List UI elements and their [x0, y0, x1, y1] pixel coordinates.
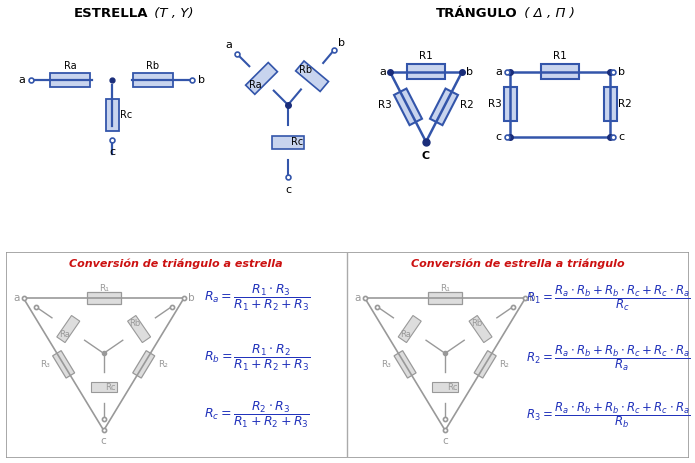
Text: a: a [13, 294, 19, 303]
Text: c: c [442, 436, 448, 446]
Bar [133, 73, 173, 87]
Text: R₂: R₂ [158, 360, 167, 369]
Text: c: c [618, 132, 624, 142]
Text: Rb: Rb [147, 61, 160, 71]
Bar [430, 88, 458, 125]
Text: R₁: R₁ [99, 284, 108, 294]
Text: c: c [101, 436, 106, 446]
Bar [106, 99, 119, 131]
Text: ( Δ , Π ): ( Δ , Π ) [520, 7, 575, 20]
Text: c: c [285, 185, 291, 195]
Bar [474, 350, 496, 378]
Text: C: C [422, 151, 430, 161]
Text: R2: R2 [460, 100, 474, 110]
Bar [295, 61, 329, 92]
Bar [133, 350, 155, 378]
Text: R₁: R₁ [440, 284, 450, 294]
Text: $R_1 = \dfrac{R_a \cdot R_b + R_b \cdot R_c + R_c \cdot R_a}{R_c}$: $R_1 = \dfrac{R_a \cdot R_b + R_b \cdot … [526, 283, 691, 313]
Text: Conversión de triángulo a estrella: Conversión de triángulo a estrella [69, 258, 283, 269]
Text: b: b [529, 294, 536, 303]
Text: (T , Y): (T , Y) [150, 7, 193, 20]
Text: Rb: Rb [299, 65, 312, 75]
Bar [428, 292, 462, 304]
Text: a: a [354, 294, 361, 303]
Text: a: a [18, 75, 25, 85]
Bar [407, 64, 445, 79]
Bar [469, 315, 492, 343]
Bar [50, 73, 90, 87]
Bar [53, 350, 74, 378]
Text: a: a [495, 67, 502, 77]
Text: Rb: Rb [471, 319, 482, 328]
Bar [128, 315, 151, 343]
Text: $R_3 = \dfrac{R_a \cdot R_b + R_b \cdot R_c + R_c \cdot R_a}{R_b}$: $R_3 = \dfrac{R_a \cdot R_b + R_b \cdot … [526, 400, 691, 430]
Text: Ra: Ra [64, 61, 76, 71]
Text: R3: R3 [378, 100, 392, 110]
Bar [432, 382, 458, 393]
Bar [57, 315, 80, 343]
Bar [394, 88, 422, 125]
Bar [394, 350, 416, 378]
Text: TRÁNGULO: TRÁNGULO [436, 7, 518, 20]
Text: c: c [109, 147, 115, 157]
Bar [398, 315, 421, 343]
Text: b: b [338, 38, 345, 48]
Text: Ra: Ra [249, 80, 261, 90]
Text: R₂: R₂ [499, 360, 509, 369]
Text: Conversión de estrella a triángulo: Conversión de estrella a triángulo [411, 258, 625, 269]
Text: $R_a = \dfrac{R_1 \cdot R_3}{R_1 + R_2 + R_3}$: $R_a = \dfrac{R_1 \cdot R_3}{R_1 + R_2 +… [204, 283, 310, 313]
Text: c: c [496, 132, 502, 142]
Text: R₃: R₃ [40, 360, 49, 369]
Text: Rc: Rc [447, 383, 457, 392]
Text: Rc: Rc [106, 383, 116, 392]
Bar [87, 292, 121, 304]
Text: b: b [466, 67, 473, 77]
Bar [503, 88, 516, 121]
Text: ESTRELLA: ESTRELLA [74, 7, 148, 20]
Bar [272, 136, 304, 149]
Bar [541, 64, 579, 79]
Text: $R_c = \dfrac{R_2 \cdot R_3}{R_1 + R_2 + R_3}$: $R_c = \dfrac{R_2 \cdot R_3}{R_1 + R_2 +… [204, 400, 309, 431]
Bar [603, 88, 616, 121]
Text: R1: R1 [553, 51, 567, 61]
Text: Rb: Rb [129, 319, 141, 328]
Text: R₃: R₃ [381, 360, 391, 369]
Text: R3: R3 [489, 100, 502, 109]
Text: b: b [618, 67, 625, 77]
Text: $R_b = \dfrac{R_1 \cdot R_2}{R_1 + R_2 + R_3}$: $R_b = \dfrac{R_1 \cdot R_2}{R_1 + R_2 +… [204, 344, 310, 374]
Text: b: b [188, 294, 195, 303]
Text: a: a [225, 40, 232, 50]
Text: R1: R1 [419, 51, 433, 61]
Text: b: b [198, 75, 205, 85]
Bar [90, 382, 117, 393]
Text: $R_2 = \dfrac{R_a \cdot R_b + R_b \cdot R_c + R_c \cdot R_a}{R_a}$: $R_2 = \dfrac{R_a \cdot R_b + R_b \cdot … [526, 344, 691, 373]
Text: R2: R2 [618, 100, 632, 109]
Text: a: a [379, 67, 386, 77]
Text: Ra: Ra [400, 330, 411, 339]
Text: Ra: Ra [59, 330, 70, 339]
Text: Rc: Rc [120, 110, 132, 120]
Text: Rc: Rc [291, 137, 303, 147]
Bar [245, 63, 277, 94]
